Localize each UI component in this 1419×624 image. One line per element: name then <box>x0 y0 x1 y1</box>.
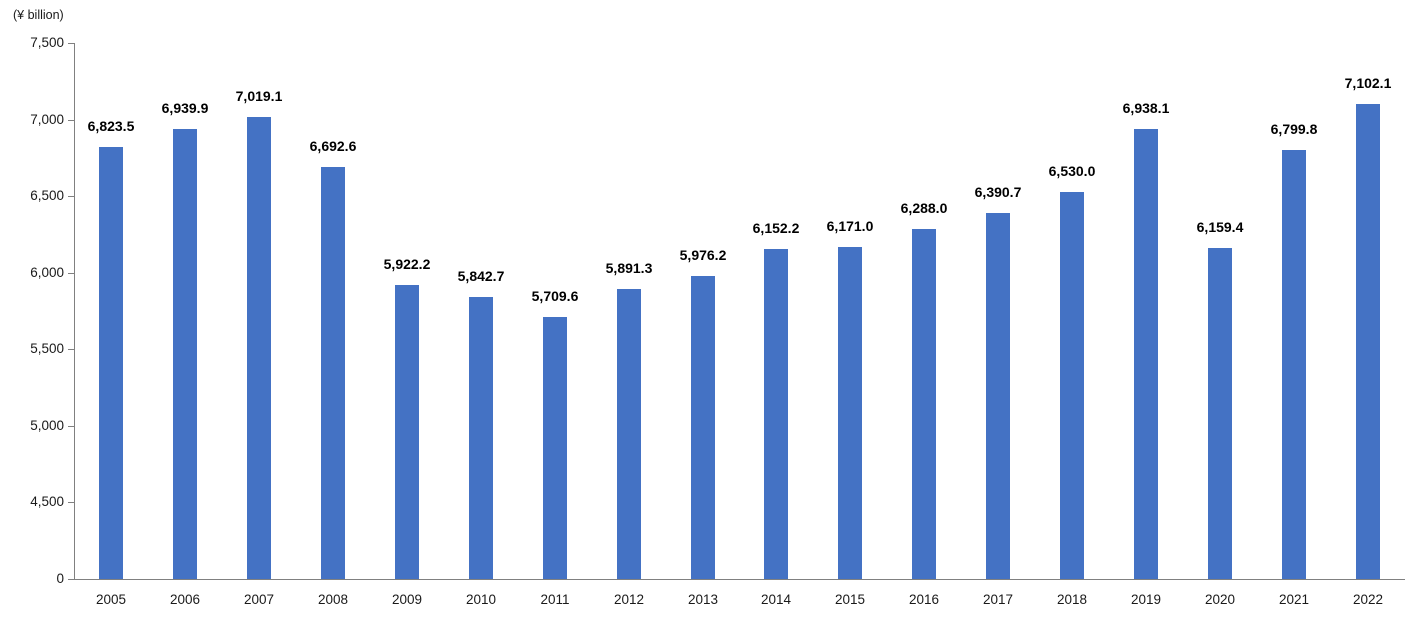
bar-value-label: 6,823.5 <box>87 118 135 134</box>
bar-value-label: 6,159.4 <box>1196 219 1244 235</box>
x-axis-tick-label: 2018 <box>1056 592 1088 607</box>
bar-value-label: 5,709.6 <box>531 288 579 304</box>
y-axis-tick-label: 5,500 <box>30 341 64 356</box>
x-axis-tick-label: 2020 <box>1204 592 1236 607</box>
bar <box>1356 104 1380 579</box>
bar-value-label: 5,891.3 <box>605 260 653 276</box>
bar-value-label: 7,019.1 <box>235 88 283 104</box>
x-axis-tick-label: 2014 <box>760 592 792 607</box>
x-axis-tick-label: 2008 <box>317 592 349 607</box>
bar-value-label: 5,976.2 <box>679 247 727 263</box>
bar <box>691 276 715 579</box>
bar-value-label: 5,922.2 <box>383 256 431 272</box>
x-axis-tick-label: 2019 <box>1130 592 1162 607</box>
x-axis-tick-label: 2013 <box>687 592 719 607</box>
x-axis-tick-label: 2021 <box>1278 592 1310 607</box>
y-axis-tick <box>68 426 74 427</box>
x-axis-tick-label: 2005 <box>95 592 127 607</box>
bar <box>395 285 419 579</box>
y-axis-tick-label: 7,000 <box>30 112 64 127</box>
y-axis-tick-label: 5,000 <box>30 418 64 433</box>
y-axis-tick-label: 7,500 <box>30 35 64 50</box>
bar-value-label: 6,152.2 <box>752 220 800 236</box>
y-axis-tick-label: 6,500 <box>30 188 64 203</box>
x-axis-tick-label: 2017 <box>982 592 1014 607</box>
y-axis-tick <box>68 502 74 503</box>
y-axis-tick <box>68 579 74 580</box>
x-axis-tick-label: 2016 <box>908 592 940 607</box>
bar <box>469 297 493 579</box>
bar <box>173 129 197 579</box>
bar-value-label: 6,692.6 <box>309 138 357 154</box>
bar <box>99 147 123 579</box>
bar <box>321 167 345 579</box>
y-axis-line <box>74 43 75 580</box>
y-axis-tick <box>68 273 74 274</box>
bar <box>1060 192 1084 579</box>
x-axis-line <box>74 579 1405 580</box>
x-axis-tick-label: 2015 <box>834 592 866 607</box>
y-axis-unit-label: (¥ billion) <box>13 8 64 22</box>
x-axis-tick-label: 2012 <box>613 592 645 607</box>
y-axis-tick-label: 4,500 <box>30 494 64 509</box>
bar-value-label: 6,938.1 <box>1122 100 1170 116</box>
x-axis-tick-label: 2009 <box>391 592 423 607</box>
bar <box>764 249 788 579</box>
bar-value-label: 6,288.0 <box>900 200 948 216</box>
y-axis-tick-label: 6,000 <box>30 265 64 280</box>
x-axis-tick-label: 2006 <box>169 592 201 607</box>
bar-value-label: 6,390.7 <box>974 184 1022 200</box>
bar-value-label: 6,171.0 <box>826 218 874 234</box>
x-axis-tick-label: 2022 <box>1352 592 1384 607</box>
bar-value-label: 7,102.1 <box>1344 75 1392 91</box>
bar <box>543 317 567 579</box>
bar <box>1134 129 1158 579</box>
y-axis-tick <box>68 196 74 197</box>
bar-value-label: 5,842.7 <box>457 268 505 284</box>
bar-value-label: 6,939.9 <box>161 100 209 116</box>
y-axis-tick <box>68 349 74 350</box>
y-axis-tick <box>68 120 74 121</box>
bar <box>247 117 271 579</box>
x-axis-tick-label: 2011 <box>540 592 570 607</box>
y-axis-tick-label: 0 <box>56 571 64 586</box>
bar <box>1282 150 1306 579</box>
y-axis-tick <box>68 43 74 44</box>
bar <box>912 229 936 579</box>
x-axis-tick-label: 2010 <box>465 592 497 607</box>
bar <box>986 213 1010 579</box>
bar-value-label: 6,530.0 <box>1048 163 1096 179</box>
bar <box>1208 248 1232 579</box>
bar <box>617 289 641 579</box>
x-axis-tick-label: 2007 <box>243 592 275 607</box>
bar-value-label: 6,799.8 <box>1270 121 1318 137</box>
bar <box>838 247 862 579</box>
